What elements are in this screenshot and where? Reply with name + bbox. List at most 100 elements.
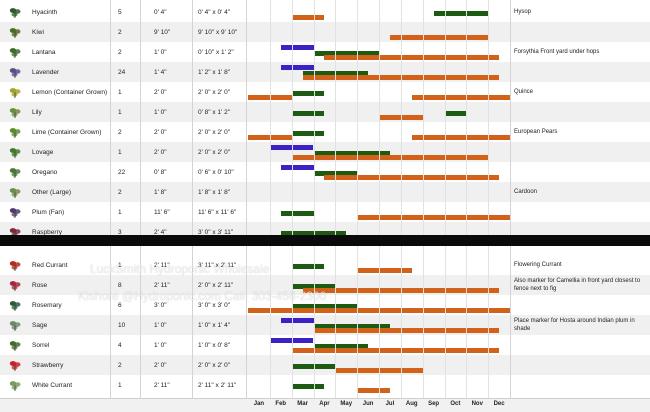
- lemon-icon: [8, 86, 22, 99]
- harvest-bar: [324, 55, 500, 60]
- quantity-cell: 1: [118, 261, 122, 269]
- quantity-cell: 1: [118, 148, 122, 156]
- notes-cell: Forsythia Front yard under hops: [514, 49, 600, 55]
- table-row: Hyacinth 5 0' 4" 0' 4" x 0' 4" Hysop: [0, 2, 650, 22]
- sow-outdoors-bar: [280, 211, 314, 216]
- spacing-cell: 2' 0": [154, 361, 167, 369]
- column-divider: [510, 0, 511, 411]
- notes-cell: [514, 162, 648, 182]
- white-currant-icon: [8, 379, 22, 392]
- plant-name-cell: Sorrel: [32, 341, 50, 349]
- plant-name-cell: Kiwi: [32, 28, 44, 36]
- notes-cell: Flowering Currant: [514, 262, 562, 268]
- watermark-line-2: Kishore @Hydroponic.com Call: 303-456-23…: [78, 289, 327, 303]
- plant-name-cell: Lily: [32, 108, 42, 116]
- sow-outdoors-bar: [433, 11, 489, 16]
- sow-outdoors-bar: [313, 344, 369, 349]
- area-cell: 0' 10" x 1' 2": [198, 48, 234, 56]
- quantity-cell: 3: [118, 228, 122, 236]
- area-cell: 2' 0" x 2' 0": [198, 361, 231, 369]
- spacing-cell: 2' 11": [154, 261, 170, 269]
- table-row: Lime (Container Grown) 2 2' 0" 2' 0" x 2' 0…: [0, 122, 650, 142]
- rosemary-icon: [8, 299, 22, 312]
- quantity-cell: 1: [118, 208, 122, 216]
- sage-icon: [8, 319, 22, 332]
- plant-name-cell: Plum (Fan): [32, 208, 65, 216]
- watermark-line-1: LuckSmith Hydroponic Wholesale: [90, 262, 270, 276]
- sow-outdoors-bar: [291, 264, 325, 269]
- month-label-jan: Jan: [253, 401, 265, 407]
- column-divider: [140, 0, 141, 411]
- spacing-cell: 11' 6": [154, 208, 170, 216]
- month-label-oct: Oct: [450, 401, 461, 407]
- plant-name-cell: Lovage: [32, 148, 54, 156]
- spacing-cell: 9' 10": [154, 28, 171, 36]
- quantity-cell: 2: [118, 28, 122, 36]
- notes-cell: Hysop: [514, 9, 532, 15]
- plant-name-cell: Red Currant: [32, 261, 68, 269]
- spacing-cell: 1' 0": [154, 321, 167, 329]
- quantity-cell: 2: [118, 188, 122, 196]
- harvest-bar: [291, 348, 500, 353]
- spacing-cell: 2' 0": [154, 88, 167, 96]
- area-cell: 3' 0" x 3' 0": [198, 301, 231, 309]
- red-currant-icon: [8, 259, 22, 272]
- lily-icon: [8, 106, 22, 119]
- notes-cell: Place marker for Hosta around Indian plu…: [514, 318, 635, 332]
- strawberry-icon: [8, 359, 22, 372]
- area-cell: 1' 0" x 1' 4": [198, 321, 231, 329]
- table-row: Sage 10 1' 0" 1' 0" x 1' 4" Place marker for…: [0, 315, 650, 335]
- area-cell: 1' 8" x 1' 8": [198, 188, 231, 196]
- kiwi-icon: [8, 26, 22, 39]
- month-label-may: May: [340, 401, 353, 407]
- notes-cell: [514, 202, 648, 222]
- notes-cell: [514, 62, 648, 82]
- spacing-cell: 1' 8": [154, 188, 167, 196]
- sow-indoors-bar: [280, 45, 314, 50]
- harvest-bar: [411, 95, 510, 100]
- quantity-cell: 2: [118, 361, 122, 369]
- plant-name-cell: Strawberry: [32, 361, 64, 369]
- notes-cell: [514, 142, 648, 162]
- spacing-cell: 1' 0": [154, 108, 167, 116]
- table-row: Lavender 24 1' 4" 1' 2" x 1' 8": [0, 62, 650, 82]
- sow-outdoors-bar: [291, 91, 325, 96]
- notes-cell: [514, 295, 648, 315]
- area-cell: 0' 6" x 0' 10": [198, 168, 234, 176]
- area-cell: 3' 11" x 2' 11": [198, 261, 237, 269]
- quantity-cell: 1: [118, 88, 122, 96]
- plant-name-cell: Raspberry: [32, 228, 62, 236]
- column-divider: [246, 0, 247, 411]
- other-large-icon: [8, 186, 22, 199]
- spacing-cell: 3' 0": [154, 301, 167, 309]
- month-divider: [466, 0, 468, 411]
- spacing-cell: 2' 0": [154, 148, 167, 156]
- month-label-jun: Jun: [362, 401, 374, 407]
- month-axis: [0, 398, 650, 412]
- plant-name-cell: Oregano: [32, 168, 58, 176]
- area-cell: 0' 4" x 0' 4": [198, 8, 231, 16]
- notes-cell: [514, 102, 648, 122]
- sow-outdoors-bar: [291, 131, 325, 136]
- sow-outdoors-bar: [313, 324, 390, 329]
- plant-name-cell: Other (Large): [32, 188, 72, 196]
- spacing-cell: 1' 0": [154, 341, 167, 349]
- month-divider: [357, 0, 359, 411]
- table-row: Lemon (Container Grown) 1 2' 0" 2' 0" x 2' …: [0, 82, 650, 102]
- column-divider: [110, 0, 111, 411]
- spacing-cell: 2' 0": [154, 128, 167, 136]
- month-divider: [444, 0, 446, 411]
- sow-outdoors-bar: [444, 111, 467, 116]
- month-label-nov: Nov: [471, 401, 483, 407]
- notes-cell: [514, 22, 648, 42]
- month-divider: [400, 0, 402, 411]
- plant-name-cell: Lemon (Container Grown): [32, 88, 108, 96]
- plant-name-cell: Lantana: [32, 48, 56, 56]
- table-row: Red Currant 1 2' 11" 3' 11" x 2' 11" Floweri…: [0, 255, 650, 275]
- quantity-cell: 5: [118, 8, 122, 16]
- table-row: Sorrel 4 1' 0" 1' 0" x 0' 8": [0, 335, 650, 355]
- month-divider: [335, 0, 337, 411]
- lavender-icon: [8, 66, 22, 79]
- month-divider: [313, 0, 315, 411]
